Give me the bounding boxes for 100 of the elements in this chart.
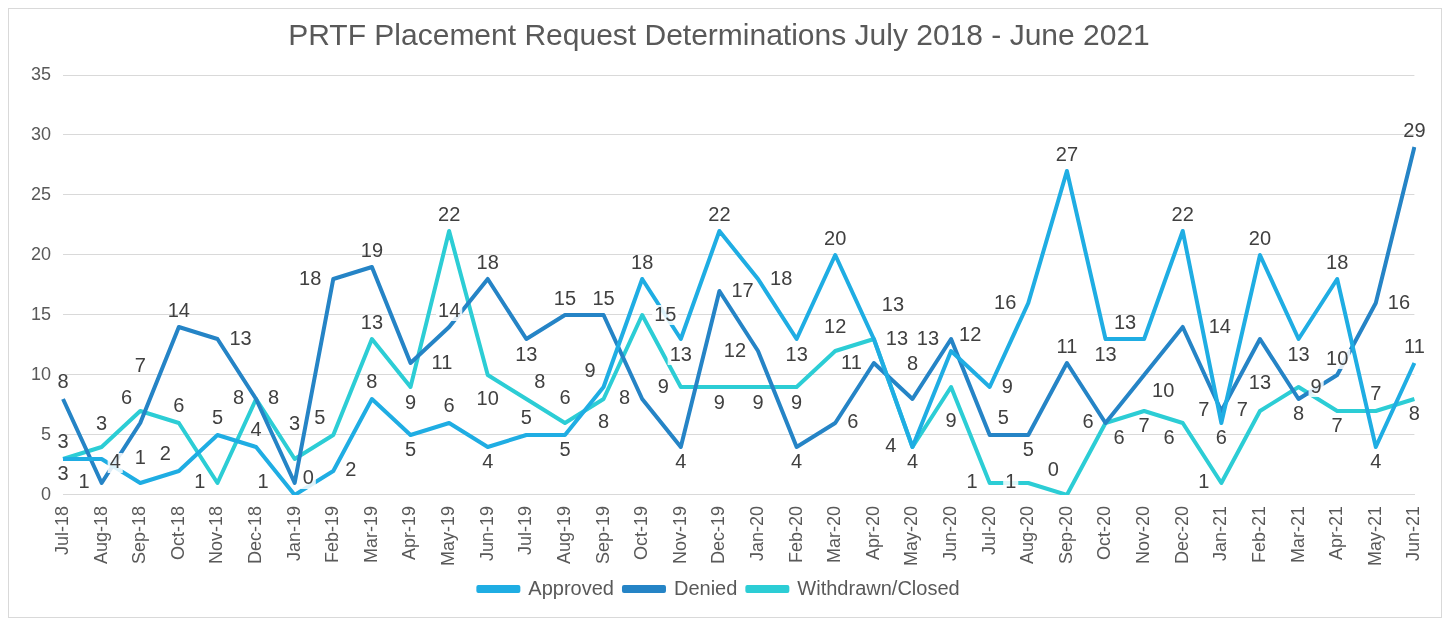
data-label: 8 xyxy=(619,386,631,409)
data-label: 5 xyxy=(211,406,224,429)
x-tick-label: May-20 xyxy=(901,505,922,567)
x-tick-label: Sep-19 xyxy=(592,505,613,565)
x-tick-label: Oct-18 xyxy=(167,505,188,561)
data-label: 6 xyxy=(1113,426,1125,449)
data-label: 9 xyxy=(1310,374,1322,397)
data-label: 3 xyxy=(57,430,69,453)
x-tick-label: Apr-21 xyxy=(1326,505,1347,561)
x-tick-label: Dec-18 xyxy=(245,505,266,565)
data-label: 16 xyxy=(1387,290,1411,313)
x-tick-label: Feb-20 xyxy=(785,505,806,564)
data-label: 5 xyxy=(404,438,417,461)
data-label: 17 xyxy=(731,278,754,301)
data-label: 4 xyxy=(906,450,919,473)
x-tick-label: Jan-21 xyxy=(1210,505,1231,562)
y-tick-label: 25 xyxy=(30,183,52,204)
data-label: 13 xyxy=(669,342,692,365)
data-label: 10 xyxy=(1152,378,1175,401)
data-label: 13 xyxy=(881,292,905,315)
y-tick-label: 5 xyxy=(41,423,52,444)
data-label: 14 xyxy=(167,298,190,321)
data-label: 8 xyxy=(366,370,378,393)
data-label: 20 xyxy=(824,226,847,249)
data-label: 15 xyxy=(592,286,615,309)
x-tick-label: Jan-19 xyxy=(283,505,304,562)
data-label: 13 xyxy=(1287,342,1310,365)
data-label: 27 xyxy=(1055,142,1079,165)
data-label: 6 xyxy=(1163,426,1175,449)
data-label: 7 xyxy=(134,354,146,377)
data-label: 13 xyxy=(360,310,384,333)
data-label: 13 xyxy=(1094,342,1117,365)
data-label: 12 xyxy=(723,338,747,361)
data-label: 13 xyxy=(916,326,940,349)
data-label: 18 xyxy=(631,250,654,273)
x-tick-label: Aug-19 xyxy=(553,505,574,565)
x-tick-label: May-19 xyxy=(438,505,459,567)
data-label: 8 xyxy=(1408,402,1420,425)
data-label: 13 xyxy=(785,342,808,365)
data-label: 6 xyxy=(121,386,133,409)
data-label: 18 xyxy=(770,266,793,289)
y-tick-label: 35 xyxy=(30,63,52,84)
x-tick-label: Jan-20 xyxy=(746,505,767,562)
data-label: 13 xyxy=(1113,310,1137,333)
x-tick-label: Nov-19 xyxy=(669,505,690,565)
data-label: 0 xyxy=(1047,458,1059,481)
data-label: 13 xyxy=(1248,370,1272,393)
data-label: 4 xyxy=(109,450,121,473)
data-label: 3 xyxy=(289,412,301,435)
data-label: 7 xyxy=(1331,414,1343,437)
data-label: 11 xyxy=(1404,334,1425,357)
data-label: 8 xyxy=(906,352,919,375)
data-label: 1 xyxy=(194,470,206,493)
data-label: 3 xyxy=(57,462,69,485)
data-label: 29 xyxy=(1403,118,1426,141)
data-label: 3 xyxy=(96,412,108,435)
x-tick-label: May-21 xyxy=(1364,505,1385,567)
data-label: 12 xyxy=(959,322,982,345)
data-label: 1 xyxy=(257,470,269,493)
data-label: 6 xyxy=(847,410,859,433)
data-label: 8 xyxy=(232,386,245,409)
x-tick-label: Apr-20 xyxy=(862,505,883,561)
data-label: 19 xyxy=(360,238,384,261)
data-label: 4 xyxy=(885,434,897,457)
data-label: 6 xyxy=(173,394,185,417)
data-label: 14 xyxy=(438,298,461,321)
x-tick-label: Jun-19 xyxy=(476,505,497,562)
data-label: 11 xyxy=(841,350,862,373)
data-label: 7 xyxy=(1370,382,1382,405)
data-label: 10 xyxy=(1326,346,1349,369)
data-label: 7 xyxy=(1198,398,1210,421)
data-label: 20 xyxy=(1248,226,1272,249)
data-label: 9 xyxy=(584,358,596,381)
data-label: 18 xyxy=(1326,250,1349,273)
data-label: 9 xyxy=(404,390,417,413)
x-tick-label: Mar-20 xyxy=(824,505,845,563)
data-label: 4 xyxy=(1370,450,1382,473)
data-label: 11 xyxy=(431,350,453,373)
data-label: 1 xyxy=(966,470,978,493)
legend-label: Denied xyxy=(673,576,738,599)
x-tick-label: Jul-19 xyxy=(515,505,536,556)
data-label: 9 xyxy=(713,390,725,413)
data-label: 4 xyxy=(675,450,687,473)
x-tick-label: Mar-21 xyxy=(1287,505,1308,563)
x-tick-label: Aug-18 xyxy=(90,505,111,565)
x-tick-label: Nov-20 xyxy=(1133,505,1154,565)
x-tick-label: Jul-18 xyxy=(51,505,72,556)
data-label: 14 xyxy=(1208,314,1231,337)
x-tick-label: Feb-19 xyxy=(322,505,343,564)
data-label: 11 xyxy=(1056,334,1078,357)
data-label: 4 xyxy=(791,450,803,473)
data-label: 8 xyxy=(1293,402,1305,425)
data-label: 13 xyxy=(515,342,538,365)
data-label: 9 xyxy=(1001,374,1013,397)
x-tick-label: Feb-21 xyxy=(1248,505,1269,564)
data-label: 1 xyxy=(1198,470,1210,493)
data-label: 2 xyxy=(159,442,171,465)
x-tick-label: Apr-19 xyxy=(399,505,420,561)
data-label: 5 xyxy=(314,406,326,429)
data-label: 8 xyxy=(57,370,69,393)
